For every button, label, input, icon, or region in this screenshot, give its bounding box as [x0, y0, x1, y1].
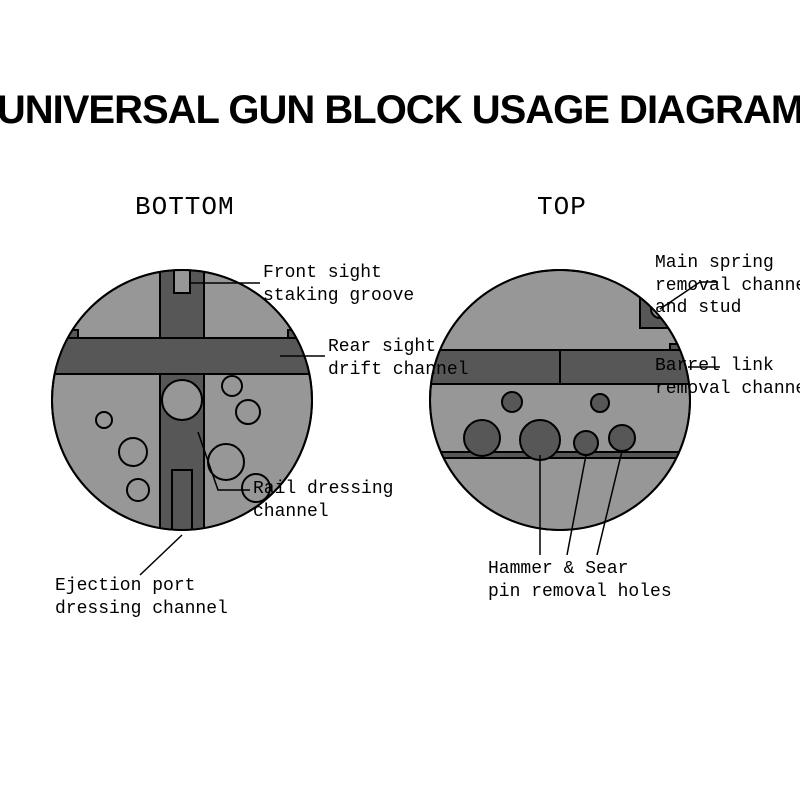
- label-barrel-link: Barrel link removal channel: [655, 355, 800, 400]
- label-main-spring: Main spring removal channel and stud: [655, 252, 800, 320]
- label-rear-sight: Rear sight drift channel: [328, 336, 468, 381]
- leader-lines: [0, 0, 800, 800]
- label-rail-dressing: Rail dressing channel: [253, 478, 393, 523]
- label-ejection-port: Ejection port dressing channel: [55, 575, 228, 620]
- label-hammer-sear: Hammer & Sear pin removal holes: [488, 558, 672, 603]
- label-front-sight: Front sight staking groove: [263, 262, 414, 307]
